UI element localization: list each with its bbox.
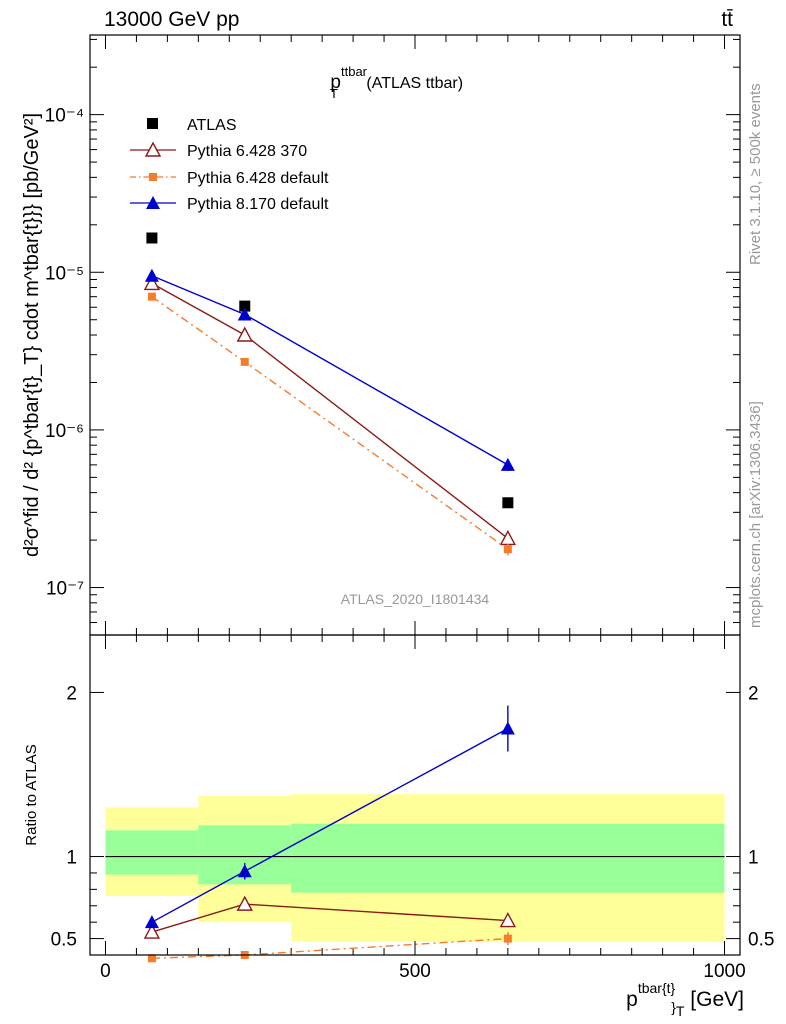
ratio-y-axis-label: Ratio to ATLAS [23,744,40,845]
x-axis-label-sub: } [671,999,676,1015]
main-panel: 10⁻⁷ 10⁻⁶ 10⁻⁵ 10⁻⁴ pttbar T (ATLAS ttbar) A… [21,34,741,636]
x-axis-label-unit: [GeV] [684,988,744,1011]
header-right-label: tt̄ [721,8,733,31]
main-pythia8-default-line [151,275,509,466]
ratio-green-band [291,823,725,893]
x-tick-label: 1000 [703,961,745,982]
legend-marker-pythia6-370 [144,141,162,157]
x-tick-label: 500 [399,961,431,982]
rivet-label: Rivet 3.1.10, ≥ 500k events [747,83,764,265]
main-atlas-data-point [502,497,514,509]
plot-title-sup: ttbar [341,64,368,79]
ratio-axes: 0.5 0.5 1 1 2 2 0 500 1000 [51,635,774,982]
legend-marker-atlas [147,118,158,129]
ratio-pythia8-default-point [237,864,252,878]
main-y-tick-label: 10⁻⁵ [45,263,84,284]
main-pythia6-370-line [151,282,509,539]
main-atlas-data-point [239,300,251,312]
header-left-label: 13000 GeV pp [104,8,239,31]
main-y-axis-label: d²σ^fid / d² {p^tbar{t}_T} cdot m^tbar{t… [21,113,43,557]
legend-label-pythia6-default: Pythia 6.428 default [187,170,329,187]
legend-marker-pythia8-default [146,196,160,209]
ratio-panel: 0.5 0.5 1 1 2 2 0 500 1000 Ratio to ATLAS [23,634,774,982]
mcplots-label: mcplots.cern.ch [arXiv:1306.3436] [747,401,764,628]
main-pythia6-default-point [147,292,156,301]
main-pythia6-370-point [236,326,253,342]
plot-title-rest: (ATLAS ttbar) [362,75,463,92]
ratio-y-tick-label: 0.5 [51,930,77,951]
ratio-y-tick-label: 2 [66,683,77,704]
main-pythia6-default-point [503,545,512,554]
legend-marker-pythia6-default [149,173,157,181]
legend-label-pythia8-default: Pythia 8.170 default [187,196,329,213]
x-tick-label: 0 [100,961,111,982]
main-series-group [143,232,517,556]
ratio-pythia6-default-point [503,934,512,943]
plot-title: pttbar T (ATLAS ttbar) [330,64,463,101]
ratio-pythia6-370-point [499,912,517,928]
main-pythia6-default-point [240,357,249,366]
main-pythia8-default-point [500,457,515,471]
plot-title-sub: T [330,86,338,101]
legend: ATLAS Pythia 6.428 370 Pythia 6.428 defa… [130,117,329,213]
analysis-id: ATLAS_2020_I1801434 [341,591,490,607]
plot-title-p: p [330,72,341,93]
legend-label-atlas: ATLAS [187,117,237,134]
main-pythia8-default-point [144,268,159,282]
main-pythia6-370-point [499,529,517,546]
ratio-y-tick-label-right: 1 [748,848,759,869]
main-y-tick-label: 10⁻⁶ [45,421,84,442]
ratio-pythia6-370-point [143,923,161,939]
main-axes: 10⁻⁷ 10⁻⁶ 10⁻⁵ 10⁻⁴ [45,35,740,636]
ratio-pythia6-default-point [147,954,156,963]
ratio-y-tick-label-right: 0.5 [748,930,774,951]
ratio-pythia8-default-point [500,721,515,735]
main-y-tick-label: 10⁻⁷ [46,579,84,600]
main-pythia6-default-line [151,296,509,550]
x-axis-label-sup: tbar{t} [638,980,676,996]
main-pythia6-370-point [143,274,161,291]
x-axis-label-p: p [626,988,638,1011]
legend-label-pythia6-370: Pythia 6.428 370 [187,143,307,160]
ratio-green-band [105,830,199,875]
ratio-frame [89,634,741,956]
ratio-y-tick-label: 1 [66,848,77,869]
ratio-pythia6-370-point [236,895,253,911]
ratio-bands [105,794,725,942]
main-atlas-data-point [146,232,158,244]
ratio-pythia8-default-point [144,915,159,929]
main-pythia8-default-point [237,307,252,321]
x-axis-label: ptbar{t}}T [GeV] [626,980,744,1019]
x-axis-label-subT: T [676,1003,685,1019]
ratio-y-tick-label-right: 2 [748,683,759,704]
main-y-tick-label: 10⁻⁴ [45,106,84,127]
